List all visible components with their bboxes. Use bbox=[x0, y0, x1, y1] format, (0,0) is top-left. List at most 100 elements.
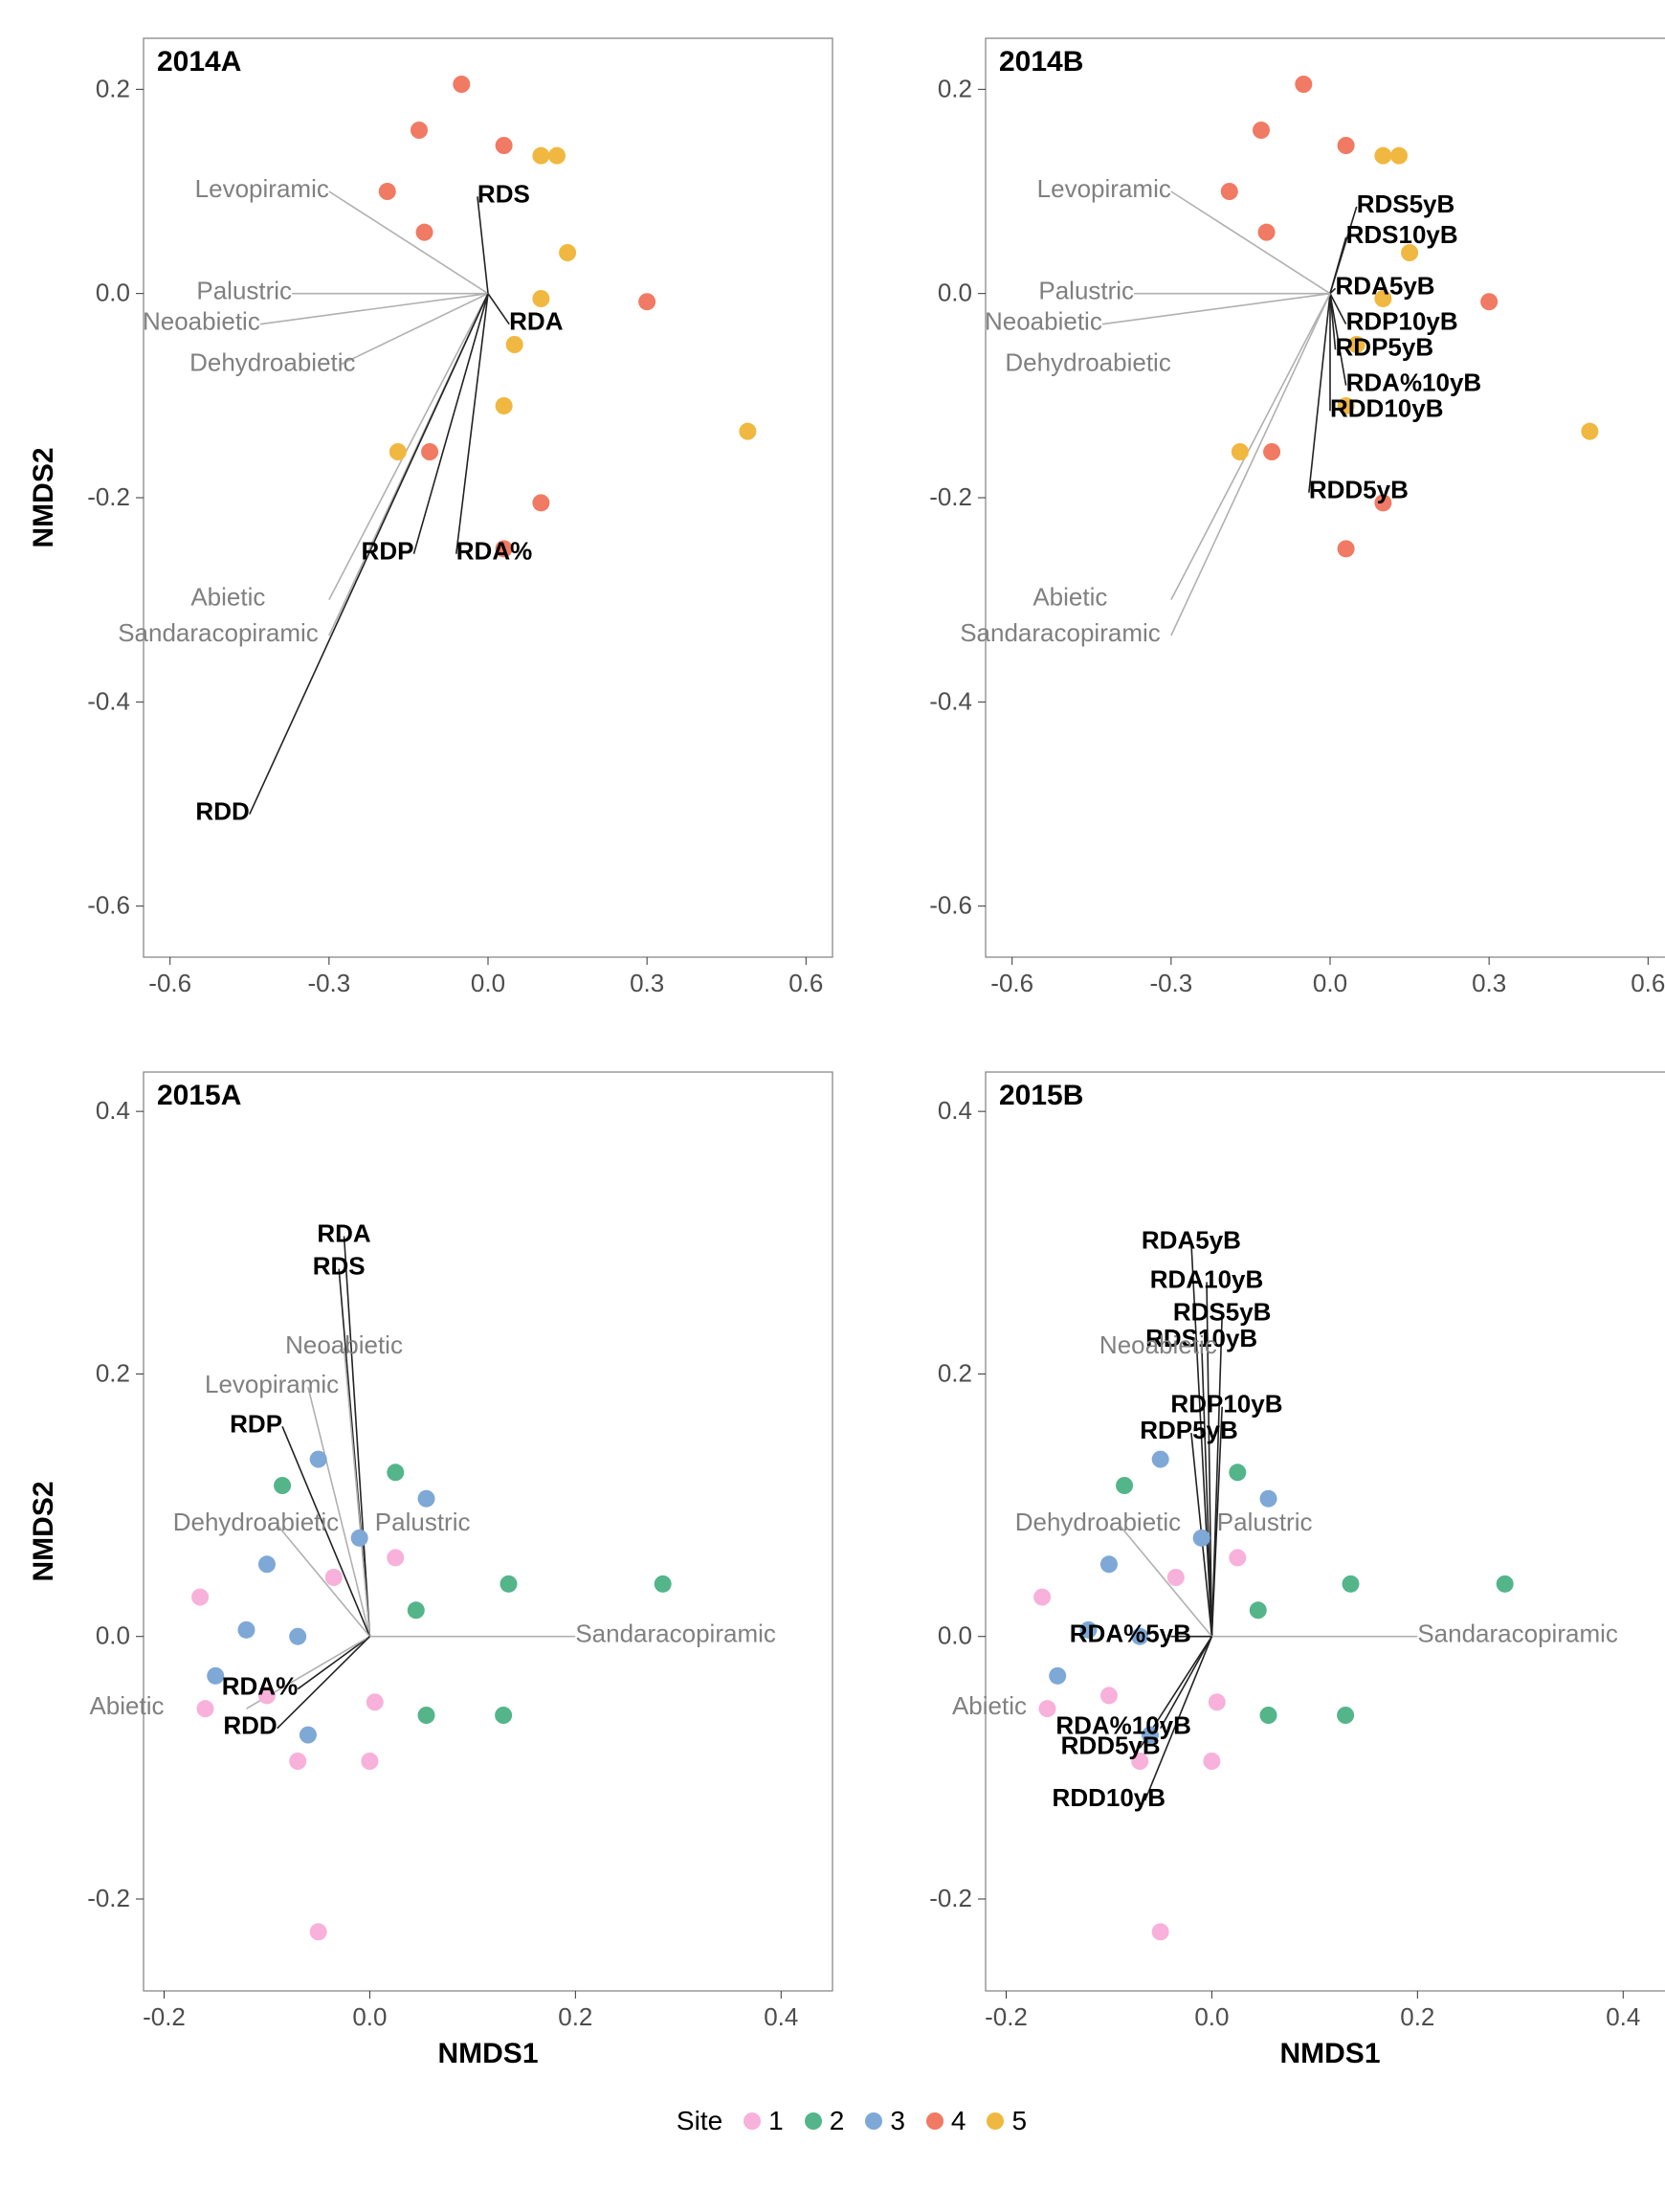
y-axis-title: NMDS2 bbox=[28, 1481, 59, 1581]
xtick-label: 0.0 bbox=[1194, 2002, 1229, 2031]
x-axis-title: NMDS1 bbox=[1279, 2038, 1380, 2069]
nmds-point bbox=[310, 1451, 327, 1468]
nmds-point bbox=[289, 1628, 306, 1645]
biplot-label: Neoabietic bbox=[143, 307, 260, 336]
nmds-point bbox=[1232, 443, 1249, 460]
panel-cell: RDARDSNeoabieticLevopiramicRDPDehydroabi… bbox=[19, 1053, 852, 2077]
nmds-point bbox=[1152, 1451, 1169, 1468]
biplot-label: RDS5yB bbox=[1357, 190, 1455, 218]
panel-title: 2014A bbox=[157, 46, 241, 78]
nmds-point bbox=[1229, 1549, 1246, 1566]
legend-label: 1 bbox=[768, 2106, 784, 2136]
nmds-point bbox=[418, 1490, 435, 1508]
biplot-label: RDP10yB bbox=[1346, 307, 1458, 336]
biplot-label: RDD10yB bbox=[1330, 393, 1444, 422]
nmds-point bbox=[191, 1589, 209, 1606]
ytick-label: 0.0 bbox=[96, 279, 130, 307]
xtick-label: 0.4 bbox=[764, 2002, 798, 2031]
biplot-label: RDA bbox=[317, 1218, 371, 1247]
biplot-label: RDS10yB bbox=[1346, 220, 1458, 249]
ytick-label: 0.2 bbox=[96, 1358, 130, 1387]
biplot-label: RDA%10yB bbox=[1346, 369, 1482, 397]
nmds-point bbox=[532, 147, 549, 165]
nmds-point bbox=[1250, 1601, 1267, 1619]
nmds-point bbox=[1116, 1477, 1133, 1494]
biplot-label: Abietic bbox=[89, 1691, 164, 1720]
xtick-label: -0.2 bbox=[985, 2002, 1028, 2031]
biplot-label: RDA% bbox=[222, 1672, 298, 1701]
ytick-label: 0.2 bbox=[938, 74, 972, 102]
nmds-point bbox=[1390, 147, 1408, 165]
biplot-label: Abietic bbox=[952, 1691, 1027, 1720]
biplot-label: Palustric bbox=[1038, 277, 1134, 305]
nmds-point bbox=[421, 443, 438, 460]
ytick-label: 0.4 bbox=[96, 1096, 130, 1125]
biplot-label: Dehydroabietic bbox=[189, 347, 355, 376]
xtick-label: 0.3 bbox=[1472, 969, 1506, 997]
ytick-label: 0.0 bbox=[938, 279, 972, 307]
nmds-point bbox=[500, 1575, 517, 1593]
xtick-label: 0.2 bbox=[558, 2002, 592, 2031]
xtick-label: -0.6 bbox=[148, 969, 191, 997]
ytick-label: -0.2 bbox=[87, 1884, 130, 1912]
panel-title: 2014B bbox=[999, 46, 1083, 78]
nmds-point bbox=[655, 1575, 672, 1593]
nmds-point bbox=[389, 443, 407, 460]
nmds-point bbox=[408, 1601, 425, 1619]
nmds-point bbox=[1221, 183, 1238, 200]
nmds-point bbox=[387, 1463, 404, 1481]
nmds-point bbox=[1342, 1575, 1359, 1593]
panel-cell: LevopiramicRDSPalustricNeoabieticRDADehy… bbox=[19, 19, 852, 1043]
biplot-label: Neoabietic bbox=[285, 1330, 403, 1359]
legend-item: 3 bbox=[865, 2106, 905, 2136]
nmds-point bbox=[416, 224, 433, 241]
nmds-point bbox=[453, 76, 470, 93]
xtick-label: 0.0 bbox=[1313, 969, 1347, 997]
panel-title: 2015B bbox=[999, 1080, 1083, 1111]
nmds-point bbox=[1337, 1707, 1354, 1724]
panel-title: 2015A bbox=[157, 1080, 241, 1111]
nmds-point bbox=[506, 336, 523, 353]
biplot-label: RDS bbox=[313, 1252, 366, 1281]
biplot-label: Abietic bbox=[190, 583, 265, 612]
ytick-label: -0.2 bbox=[929, 1884, 972, 1912]
nmds-point bbox=[532, 494, 549, 511]
ytick-label: -0.6 bbox=[929, 891, 972, 920]
nmds-point bbox=[1209, 1693, 1226, 1710]
panel-2014B: LevopiramicRDS5yBRDS10yBPalustricRDA5yBN… bbox=[861, 19, 1665, 1043]
biplot-label: Neoabietic bbox=[1099, 1330, 1217, 1359]
nmds-point bbox=[1480, 293, 1498, 310]
nmds-point bbox=[1258, 224, 1276, 241]
nmds-point bbox=[1260, 1490, 1277, 1508]
biplot-label: RDA% bbox=[456, 537, 532, 566]
biplot-label: RDD5yB bbox=[1061, 1731, 1161, 1759]
nmds-point bbox=[496, 137, 513, 154]
legend-swatch-icon bbox=[744, 2112, 761, 2130]
ytick-label: 0.0 bbox=[96, 1621, 130, 1650]
legend-item: 1 bbox=[744, 2106, 784, 2136]
nmds-point bbox=[351, 1530, 368, 1547]
legend-swatch-icon bbox=[926, 2112, 944, 2130]
nmds-point bbox=[1193, 1530, 1210, 1547]
biplot-label: Dehydroabietic bbox=[173, 1508, 339, 1536]
xtick-label: 0.4 bbox=[1606, 2002, 1640, 2031]
panel-cell: RDA5yBRDA10yBRDS5yBRDS10yBNeoabieticRDP1… bbox=[861, 1053, 1665, 2077]
biplot-label: Palustric bbox=[1217, 1508, 1313, 1536]
nmds-point bbox=[548, 147, 566, 165]
xtick-label: 0.6 bbox=[788, 969, 823, 997]
nmds-point bbox=[739, 423, 756, 440]
nmds-point bbox=[366, 1693, 384, 1710]
legend-title: Site bbox=[677, 2106, 722, 2136]
nmds-point bbox=[1581, 423, 1598, 440]
nmds-point bbox=[258, 1555, 276, 1573]
biplot-label: RDA%5yB bbox=[1070, 1620, 1191, 1648]
nmds-point bbox=[1338, 540, 1355, 557]
nmds-point bbox=[1253, 122, 1270, 139]
biplot-label: Palustric bbox=[375, 1508, 471, 1536]
biplot-label: RDS bbox=[477, 179, 530, 208]
nmds-point bbox=[361, 1753, 378, 1770]
biplot-label: RDP5yB bbox=[1140, 1416, 1238, 1444]
nmds-point bbox=[638, 293, 655, 310]
biplot-label: RDP10yB bbox=[1170, 1390, 1282, 1419]
legend-swatch-icon bbox=[805, 2112, 822, 2130]
